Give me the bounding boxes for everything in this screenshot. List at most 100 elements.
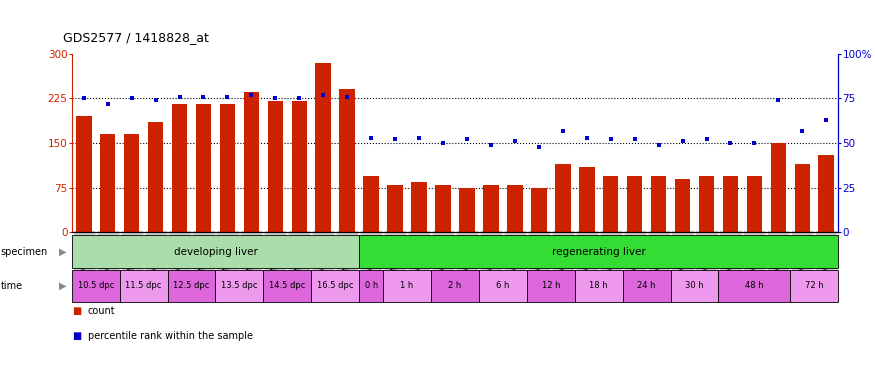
Point xyxy=(460,136,474,142)
Point xyxy=(172,94,186,100)
Bar xyxy=(483,185,499,232)
Point xyxy=(484,142,498,148)
Bar xyxy=(220,104,235,232)
Point xyxy=(556,127,570,134)
Bar xyxy=(431,270,479,302)
Point xyxy=(124,95,138,101)
Bar xyxy=(360,270,383,302)
Point xyxy=(436,140,450,146)
Text: time: time xyxy=(1,281,23,291)
Bar xyxy=(794,164,810,232)
Point xyxy=(101,101,115,107)
Bar xyxy=(555,164,570,232)
Point xyxy=(77,95,91,101)
Point xyxy=(819,117,833,123)
Bar xyxy=(435,185,451,232)
Text: 1 h: 1 h xyxy=(401,281,414,290)
Bar xyxy=(626,176,642,232)
Bar xyxy=(579,167,594,232)
Bar xyxy=(723,176,738,232)
Bar xyxy=(411,182,427,232)
Bar xyxy=(100,134,116,232)
Bar xyxy=(527,270,575,302)
Point xyxy=(627,136,641,142)
Bar xyxy=(675,179,690,232)
Bar xyxy=(531,188,547,232)
Bar xyxy=(771,143,786,232)
Text: 2 h: 2 h xyxy=(448,281,462,290)
Text: count: count xyxy=(88,306,116,316)
Point xyxy=(532,144,546,150)
Text: 6 h: 6 h xyxy=(496,281,509,290)
Bar xyxy=(699,176,714,232)
Point xyxy=(772,97,786,103)
Bar xyxy=(340,89,355,232)
Text: regenerating liver: regenerating liver xyxy=(552,247,646,257)
Text: 11.5 dpc: 11.5 dpc xyxy=(125,281,162,290)
Text: 13.5 dpc: 13.5 dpc xyxy=(221,281,257,290)
Text: 18 h: 18 h xyxy=(590,281,608,290)
Bar xyxy=(215,270,263,302)
Text: ■: ■ xyxy=(72,331,81,341)
Text: 72 h: 72 h xyxy=(805,281,823,290)
Text: ▶: ▶ xyxy=(59,281,66,291)
Text: GDS2577 / 1418828_at: GDS2577 / 1418828_at xyxy=(63,31,209,44)
Bar xyxy=(148,122,164,232)
Point xyxy=(197,94,211,100)
Point xyxy=(724,140,738,146)
Text: percentile rank within the sample: percentile rank within the sample xyxy=(88,331,253,341)
Bar xyxy=(790,270,838,302)
Bar xyxy=(316,63,331,232)
Point xyxy=(507,138,522,144)
Bar xyxy=(479,270,527,302)
Text: 30 h: 30 h xyxy=(685,281,704,290)
Point xyxy=(747,140,761,146)
Point xyxy=(149,97,163,103)
Bar xyxy=(268,101,284,232)
Text: 24 h: 24 h xyxy=(637,281,656,290)
Text: 12 h: 12 h xyxy=(542,281,560,290)
Point xyxy=(292,95,306,101)
Point xyxy=(652,142,666,148)
Bar xyxy=(651,176,667,232)
Bar xyxy=(818,155,834,232)
Point xyxy=(364,135,378,141)
Point xyxy=(244,92,258,98)
Bar xyxy=(507,185,522,232)
Bar xyxy=(72,270,120,302)
Bar xyxy=(718,270,790,302)
Bar xyxy=(124,134,139,232)
Text: 0 h: 0 h xyxy=(365,281,378,290)
Bar xyxy=(623,270,670,302)
Point xyxy=(412,135,426,141)
Text: 14.5 dpc: 14.5 dpc xyxy=(270,281,305,290)
Text: ■: ■ xyxy=(72,306,81,316)
Text: ▶: ▶ xyxy=(59,247,66,257)
Text: 10.5 dpc: 10.5 dpc xyxy=(78,281,114,290)
Bar xyxy=(388,185,402,232)
Bar xyxy=(76,116,92,232)
Bar xyxy=(360,235,838,268)
Bar xyxy=(196,104,211,232)
Bar xyxy=(168,270,215,302)
Bar xyxy=(575,270,623,302)
Bar xyxy=(746,176,762,232)
Bar xyxy=(603,176,619,232)
Point xyxy=(795,127,809,134)
Bar xyxy=(120,270,168,302)
Bar xyxy=(383,270,431,302)
Text: specimen: specimen xyxy=(1,247,48,257)
Text: 48 h: 48 h xyxy=(746,281,764,290)
Point xyxy=(220,94,234,100)
Text: 12.5 dpc: 12.5 dpc xyxy=(173,281,210,290)
Point xyxy=(676,138,690,144)
Text: 16.5 dpc: 16.5 dpc xyxy=(317,281,354,290)
Bar xyxy=(243,93,259,232)
Bar xyxy=(291,101,307,232)
Text: developing liver: developing liver xyxy=(173,247,257,257)
Point xyxy=(269,95,283,101)
Bar xyxy=(363,176,379,232)
Bar xyxy=(72,235,360,268)
Bar xyxy=(312,270,360,302)
Bar xyxy=(459,188,475,232)
